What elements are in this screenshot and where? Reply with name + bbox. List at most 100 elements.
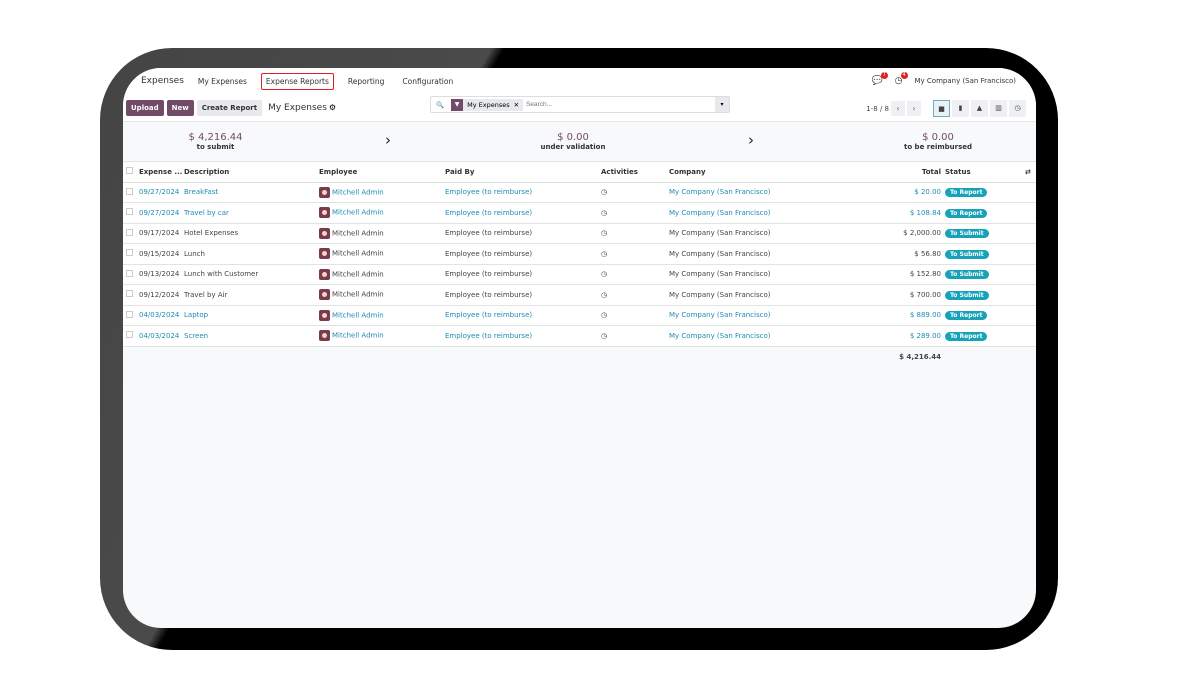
col-activities[interactable]: Activities (601, 162, 669, 183)
pager-next-button[interactable]: › (907, 101, 921, 116)
row-checkbox[interactable] (126, 208, 133, 216)
avatar (319, 268, 330, 280)
activity-clock-icon[interactable]: ◷ (601, 284, 669, 306)
col-total[interactable]: Total (869, 162, 945, 183)
status-badge: To Report (945, 331, 988, 341)
col-status[interactable]: Status (945, 162, 1025, 183)
table-row[interactable]: 09/27/2024 BreakFast Mitchell Admin Empl… (123, 182, 1036, 203)
summary-value: $ 0.00 (557, 132, 589, 143)
summary-under-validation[interactable]: $ 0.00 under validation (528, 132, 618, 151)
paid-by: Employee (to reimburse) (445, 182, 601, 203)
row-checkbox[interactable] (126, 249, 133, 257)
table-row[interactable]: 04/03/2024 Screen Mitchell Admin Employe… (123, 325, 1036, 347)
messages-icon[interactable]: 💬 7 (871, 72, 888, 86)
activity-clock-icon[interactable]: ◷ (601, 305, 669, 326)
col-company[interactable]: Company (669, 162, 869, 183)
upload-button[interactable]: Upload (126, 99, 164, 116)
employee[interactable]: Mitchell Admin (332, 229, 384, 238)
col-employee[interactable]: Employee (319, 162, 445, 183)
paid-by: Employee (to reimburse) (445, 325, 601, 347)
gear-icon[interactable]: ⚙ (328, 103, 337, 112)
remove-facet-icon[interactable]: ✕ (513, 100, 520, 109)
activity-clock-icon[interactable]: ◷ (601, 223, 669, 244)
row-checkbox[interactable] (126, 187, 133, 195)
col-expense-date[interactable]: Expense ... (139, 162, 184, 183)
employee[interactable]: Mitchell Admin (332, 290, 384, 299)
total: $ 152.80 (869, 264, 945, 285)
row-checkbox[interactable] (126, 290, 133, 298)
activities-clock-icon[interactable]: ◷ 4 (894, 72, 908, 86)
menu-my-expenses[interactable]: My Expenses (197, 76, 247, 86)
paid-by: Employee (to reimburse) (445, 264, 601, 285)
summary-to-submit[interactable]: $ 4,216.44 to submit (173, 132, 258, 151)
employee[interactable]: Mitchell Admin (332, 331, 384, 340)
avatar (319, 186, 330, 198)
table-row[interactable]: 04/03/2024 Laptop Mitchell Admin Employe… (123, 305, 1036, 326)
chevron-right-icon: › (748, 131, 754, 149)
description: Travel by car (184, 202, 319, 224)
optional-columns-toggle-icon[interactable]: ⇄ (1025, 162, 1036, 183)
graph-view-button[interactable]: ▲ (971, 100, 988, 117)
menu-configuration[interactable]: Configuration (402, 76, 454, 86)
activity-clock-icon[interactable]: ◷ (601, 325, 669, 347)
list-view-button[interactable]: ■ (933, 100, 950, 117)
summary-to-be-reimbursed[interactable]: $ 0.00 to be reimbursed (888, 132, 988, 151)
employee[interactable]: Mitchell Admin (332, 188, 384, 197)
table-row[interactable]: 09/12/2024 Travel by Air Mitchell Admin … (123, 284, 1036, 306)
employee[interactable]: Mitchell Admin (332, 311, 384, 320)
description: Laptop (184, 305, 319, 326)
employee[interactable]: Mitchell Admin (332, 249, 384, 258)
company: My Company (San Francisco) (669, 264, 869, 285)
pager-value[interactable]: 1-8 / 8 (866, 104, 889, 113)
new-button[interactable]: New (166, 99, 194, 116)
search-dropdown-toggle[interactable]: ▾ (715, 97, 729, 112)
row-checkbox[interactable] (126, 228, 133, 236)
status-badge: To Submit (945, 229, 989, 239)
expense-date: 09/27/2024 (139, 202, 184, 224)
activity-clock-icon[interactable]: ◷ (601, 243, 669, 265)
row-checkbox[interactable] (126, 310, 133, 318)
table-row[interactable]: 09/17/2024 Hotel Expenses Mitchell Admin… (123, 223, 1036, 244)
menu-reporting[interactable]: Reporting (347, 76, 385, 86)
search-bar[interactable]: 🔍 ▼ My Expenses ✕ ▾ (430, 96, 730, 113)
expense-date: 09/15/2024 (139, 243, 184, 265)
company: My Company (San Francisco) (669, 325, 869, 347)
menu-expense-reports[interactable]: Expense Reports (260, 72, 334, 90)
activity-clock-icon[interactable]: ◷ (601, 202, 669, 224)
pager-prev-button[interactable]: ‹ (891, 101, 905, 116)
description: Screen (184, 325, 319, 347)
activity-clock-icon[interactable]: ◷ (601, 264, 669, 285)
employee[interactable]: Mitchell Admin (332, 208, 384, 217)
company-switcher[interactable]: My Company (San Francisco) (914, 77, 1016, 85)
pager: 1-8 / 8 ‹ › ■ ▮ ▲ ▥ ◷ (866, 100, 1026, 117)
activity-clock-icon[interactable]: ◷ (601, 182, 669, 203)
app-screen: Expenses My Expenses Expense Reports Rep… (123, 68, 1036, 628)
paid-by: Employee (to reimburse) (445, 305, 601, 326)
table-row[interactable]: 09/27/2024 Travel by car Mitchell Admin … (123, 202, 1036, 224)
description: Lunch with Customer (184, 264, 319, 285)
col-description[interactable]: Description (184, 162, 319, 183)
avatar (319, 248, 330, 260)
activity-view-button[interactable]: ◷ (1009, 100, 1026, 117)
col-paid-by[interactable]: Paid By (445, 162, 601, 183)
summary-label: to submit (196, 143, 235, 151)
kanban-view-button[interactable]: ▮ (952, 100, 969, 117)
app-name[interactable]: Expenses (141, 76, 184, 86)
table-row[interactable]: 09/15/2024 Lunch Mitchell Admin Employee… (123, 243, 1036, 265)
row-checkbox[interactable] (126, 269, 133, 277)
grand-total: $ 4,216.44 (869, 346, 945, 367)
table-row[interactable]: 09/13/2024 Lunch with Customer Mitchell … (123, 264, 1036, 285)
create-report-button[interactable]: Create Report (196, 99, 263, 116)
row-checkbox[interactable] (126, 331, 133, 339)
search-icon: 🔍 (436, 100, 445, 109)
pivot-view-button[interactable]: ▥ (990, 100, 1007, 117)
search-input[interactable] (526, 101, 677, 108)
total: $ 289.00 (869, 325, 945, 347)
expenses-table: Expense ... Description Employee Paid By… (123, 162, 1036, 367)
employee[interactable]: Mitchell Admin (332, 270, 384, 279)
avatar (319, 330, 330, 342)
summary-label: under validation (540, 143, 606, 151)
total: $ 108.84 (869, 202, 945, 224)
top-navbar: Expenses My Expenses Expense Reports Rep… (123, 68, 1036, 94)
select-all-checkbox[interactable] (126, 167, 133, 175)
